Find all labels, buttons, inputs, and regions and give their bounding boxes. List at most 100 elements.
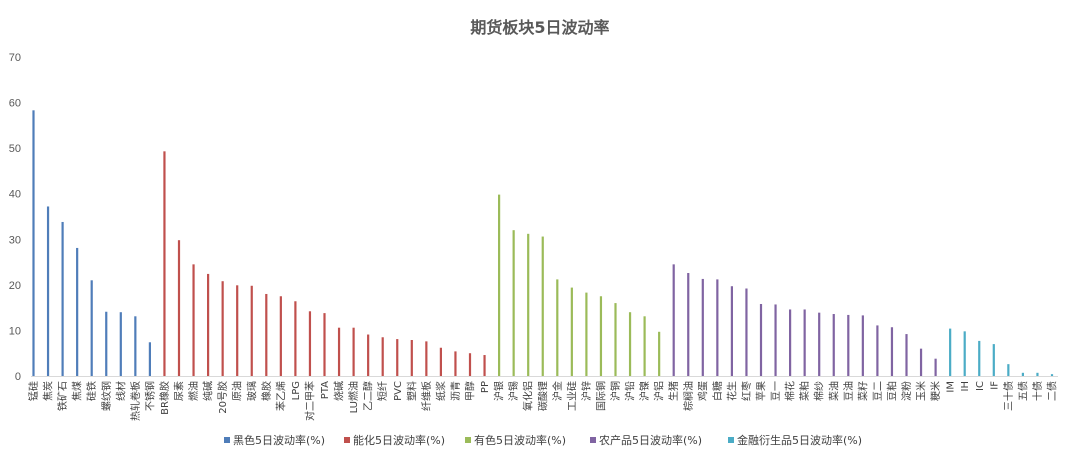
bar	[861, 315, 864, 376]
x-axis-labels: 锰硅 焦炭 铁矿石 焦煤 硅铁 螺纹钢 线材 热轧卷板 不锈钢 BR橡胶 尿素 燃油 纯碱 20号胶 原油玻…	[27, 381, 1059, 421]
x-tick-label: 线材	[114, 381, 127, 401]
x-tick-label: 花生	[725, 381, 738, 401]
bar	[774, 304, 777, 376]
x-tick-label: 纸浆	[434, 381, 447, 401]
bar	[905, 334, 908, 376]
x-tick-label: 沪铅	[624, 381, 637, 401]
bar	[963, 331, 966, 376]
bar	[32, 110, 35, 376]
bar	[687, 273, 690, 376]
bar	[701, 278, 704, 376]
bar	[498, 194, 501, 376]
bar	[454, 351, 457, 376]
x-tick-label: 沥青	[449, 381, 462, 401]
bar	[949, 328, 952, 376]
y-tick-label: 10	[9, 325, 21, 337]
y-tick-label: 0	[15, 371, 21, 383]
bar	[876, 325, 879, 376]
x-tick-label: 铁矿石	[56, 381, 69, 411]
bar	[672, 264, 675, 376]
x-tick-label: 豆油	[842, 381, 855, 401]
x-tick-label: 菜籽	[857, 381, 869, 401]
x-tick-label: IM	[946, 381, 957, 393]
x-tick-label: 沪金	[551, 381, 564, 401]
x-tick-label: LU燃油	[347, 381, 360, 413]
x-tick-label: 棉花	[784, 381, 797, 401]
bar	[483, 355, 486, 376]
x-tick-label: 鸡蛋	[696, 381, 709, 401]
x-tick-label: 粳米	[929, 381, 942, 401]
x-tick-label: 燃油	[187, 381, 200, 401]
x-tick-label: 淀粉	[900, 381, 913, 401]
bar	[527, 233, 530, 376]
x-tick-label: 二债	[1046, 381, 1059, 401]
x-tick-label: 工业硅	[565, 381, 578, 411]
x-tick-label: 豆粕	[885, 381, 898, 401]
bar	[759, 303, 763, 376]
y-tick-label: 50	[9, 143, 21, 155]
legend-label: 农产品5日波动率(%)	[599, 433, 702, 447]
x-tick-label: 沪银	[493, 381, 506, 401]
bar	[337, 327, 341, 376]
x-tick-label: 热轧卷板	[129, 381, 142, 421]
legend-label: 能化5日波动率(%)	[353, 433, 445, 447]
y-tick-label: 20	[9, 280, 21, 292]
x-tick-label: 苯乙烯	[274, 381, 287, 411]
bar	[541, 236, 544, 376]
bar	[643, 316, 646, 376]
bar	[207, 273, 210, 376]
bar	[832, 314, 835, 376]
x-tick-label: LPG	[291, 381, 302, 400]
x-tick-label: 苹果	[755, 381, 768, 401]
bar	[628, 312, 632, 376]
bar	[745, 288, 748, 376]
bar	[90, 280, 93, 376]
y-tick-label: 30	[9, 234, 21, 246]
bar	[1007, 364, 1010, 376]
bar	[236, 285, 239, 376]
bar	[468, 353, 472, 376]
x-tick-label: 短纤	[376, 381, 389, 401]
legend-swatch	[465, 437, 471, 443]
bar	[294, 301, 297, 376]
bar	[381, 337, 384, 376]
bar	[439, 347, 442, 376]
x-tick-label: 碳酸锂	[536, 381, 549, 411]
legend-label: 金融衍生品5日波动率(%)	[737, 433, 862, 447]
bar	[919, 348, 923, 376]
y-tick-label: 40	[9, 189, 21, 201]
x-tick-label: 原油	[231, 381, 244, 401]
bar	[105, 311, 108, 376]
x-tick-label: 棕榈油	[682, 381, 695, 411]
x-tick-label: 锰硅	[27, 381, 40, 401]
bar	[119, 312, 122, 376]
bar	[308, 311, 312, 376]
x-tick-label: 烧碱	[333, 381, 346, 401]
bar	[818, 312, 821, 376]
x-tick-label: 螺纹钢	[100, 381, 113, 411]
x-tick-label: 沪锡	[507, 381, 520, 401]
bar	[46, 206, 50, 376]
bar	[134, 316, 137, 376]
bar	[512, 230, 515, 376]
bar	[1021, 372, 1024, 376]
x-tick-label: 焦煤	[71, 381, 84, 401]
x-tick-label: 菜油	[827, 381, 840, 401]
x-tick-label: PVC	[393, 381, 404, 401]
x-tick-label: PP	[480, 381, 491, 393]
x-tick-label: 对二甲苯	[303, 381, 316, 421]
x-tick-label: 塑料	[405, 381, 418, 401]
bar	[367, 334, 370, 376]
bar	[614, 303, 617, 376]
bar	[730, 286, 733, 376]
x-tick-label: 沪镍	[638, 381, 651, 401]
x-tick-label: 焦炭	[42, 381, 55, 401]
bar	[352, 327, 355, 376]
x-tick-label: IC	[975, 381, 986, 391]
x-tick-label: IH	[960, 381, 971, 391]
bar	[250, 285, 253, 376]
x-tick-label: 棉纱	[813, 381, 826, 401]
bar	[76, 247, 79, 376]
bar	[890, 327, 894, 376]
